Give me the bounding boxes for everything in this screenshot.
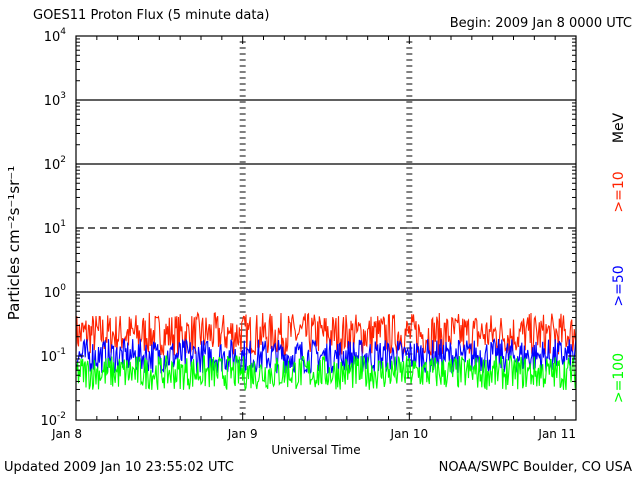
y-tick-label: 102 — [44, 155, 66, 173]
x-tick-label: Jan 11 — [537, 427, 576, 441]
legend-entry: >=50 — [611, 265, 627, 306]
x-axis-label: Universal Time — [271, 443, 360, 457]
y-tick-label: 10-2 — [40, 411, 66, 429]
y-tick-label: 101 — [44, 219, 66, 237]
y-axis-label: Particles cm⁻²s⁻¹sr⁻¹ — [5, 166, 23, 320]
series-layer — [75, 311, 577, 392]
begin-timestamp: Begin: 2009 Jan 8 0000 UTC — [449, 16, 632, 31]
x-tick-label: Jan 8 — [51, 427, 82, 441]
legend-entry: >=100 — [611, 353, 627, 403]
data-credit: NOAA/SWPC Boulder, CO USA — [438, 460, 632, 475]
y-tick-label: 100 — [44, 283, 67, 301]
x-axis-ticks: Jan 8 Jan 9 Jan 10 Jan 11 — [51, 36, 577, 441]
y-tick-label: 104 — [44, 27, 67, 45]
y-tick-label: 10-1 — [40, 347, 66, 365]
x-tick-label: Jan 10 — [390, 427, 429, 441]
legend: MeV >=10 >=50 >=100 — [611, 112, 627, 403]
y-axis-ticks: 104 103 102 101 100 10-1 10-2 — [40, 27, 576, 429]
legend-entry: >=10 — [611, 171, 627, 212]
y-tick-label: 103 — [44, 91, 66, 109]
series-line — [75, 338, 577, 375]
legend-unit-label: MeV — [611, 112, 627, 143]
x-tick-label: Jan 9 — [227, 427, 258, 441]
updated-timestamp: Updated 2009 Jan 10 23:55:02 UTC — [4, 460, 234, 475]
chart-title: GOES11 Proton Flux (5 minute data) — [33, 8, 270, 23]
series-line — [75, 311, 577, 356]
series-line — [75, 355, 577, 392]
